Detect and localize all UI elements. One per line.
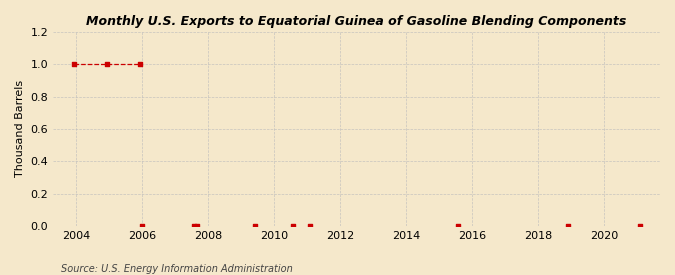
- Point: [68, 62, 79, 67]
- Point: [250, 224, 261, 228]
- Point: [453, 224, 464, 228]
- Point: [137, 224, 148, 228]
- Point: [634, 224, 645, 228]
- Point: [189, 224, 200, 228]
- Point: [304, 224, 315, 228]
- Point: [101, 62, 112, 67]
- Title: Monthly U.S. Exports to Equatorial Guinea of Gasoline Blending Components: Monthly U.S. Exports to Equatorial Guine…: [86, 15, 627, 28]
- Point: [134, 62, 145, 67]
- Point: [192, 224, 202, 228]
- Point: [288, 224, 298, 228]
- Text: Source: U.S. Energy Information Administration: Source: U.S. Energy Information Administ…: [61, 264, 292, 274]
- Point: [563, 224, 574, 228]
- Y-axis label: Thousand Barrels: Thousand Barrels: [15, 80, 25, 177]
